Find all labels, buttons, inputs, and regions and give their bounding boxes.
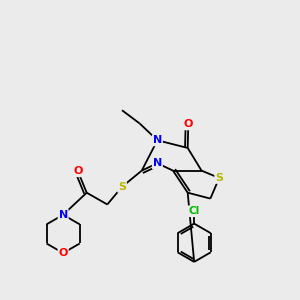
Text: N: N (153, 135, 162, 145)
Text: N: N (153, 158, 162, 168)
Text: Cl: Cl (188, 206, 200, 216)
Text: O: O (73, 166, 83, 176)
Text: O: O (58, 248, 68, 258)
Text: O: O (184, 119, 193, 129)
Text: S: S (118, 182, 126, 192)
Text: S: S (215, 173, 223, 183)
Text: N: N (58, 210, 68, 220)
